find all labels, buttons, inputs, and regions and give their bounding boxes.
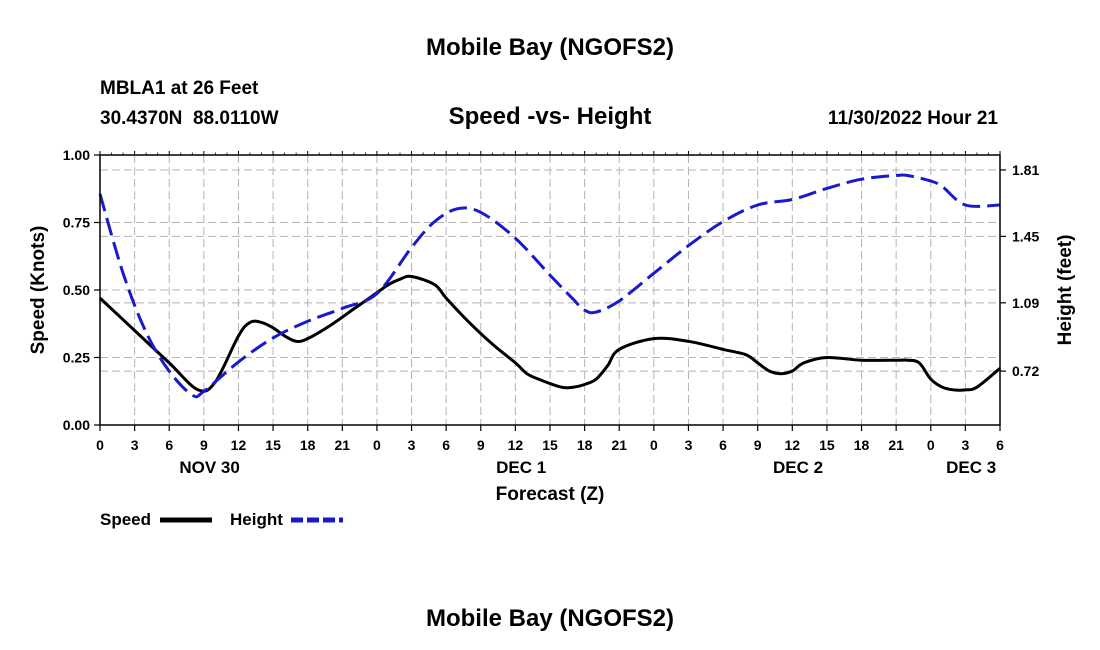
y2-tick-label: 1.45 (1012, 228, 1039, 244)
legend-height-label: Height (230, 510, 283, 529)
grid-lines (100, 155, 1000, 425)
x-tick-label: 18 (577, 437, 593, 453)
x-tick-label: 15 (819, 437, 835, 453)
legend: Speed Height (100, 510, 343, 529)
x-day-label: NOV 30 (179, 458, 239, 477)
x-day-label: DEC 1 (496, 458, 546, 477)
x-tick-label: 0 (96, 437, 104, 453)
y-tick-label: 0.00 (63, 417, 90, 433)
top-title: Mobile Bay (NGOFS2) (426, 34, 674, 61)
x-tick-label: 18 (854, 437, 870, 453)
x-tick-label: 12 (231, 437, 247, 453)
x-tick-label: 0 (373, 437, 381, 453)
bottom-title: Mobile Bay (NGOFS2) (426, 605, 674, 632)
speed-series-line (98, 274, 1001, 393)
x-tick-label: 21 (335, 437, 351, 453)
x-tick-label: 15 (265, 437, 281, 453)
x-tick-label: 9 (754, 437, 762, 453)
x-axis-title: Forecast (Z) (496, 484, 605, 505)
x-tick-label: 9 (200, 437, 208, 453)
series-lines (98, 173, 1001, 399)
x-tick-label: 0 (927, 437, 935, 453)
x-tick-label: 12 (785, 437, 801, 453)
y-tick-label: 1.00 (63, 147, 90, 163)
x-day-label: DEC 2 (773, 458, 823, 477)
y-tick-label: 0.75 (63, 215, 90, 231)
y-axis-title: Speed (Knots) (28, 226, 49, 355)
x-tick-label: 6 (165, 437, 173, 453)
y2-tick-label: 1.09 (1012, 295, 1039, 311)
x-tick-label: 12 (508, 437, 524, 453)
x-tick-label: 6 (442, 437, 450, 453)
axes: 0 3 6 9 12 15 18 21 0 3 6 9 12 15 18 21 0 3 6 9 12 15 18 21 0 3 6N… (63, 147, 1040, 477)
y2-tick-label: 0.72 (1012, 363, 1039, 379)
x-tick-label: 18 (300, 437, 316, 453)
x-tick-label: 15 (542, 437, 558, 453)
legend-speed-label: Speed (100, 510, 151, 529)
x-tick-label: 3 (131, 437, 139, 453)
y-tick-label: 0.50 (63, 282, 90, 298)
x-tick-label: 6 (719, 437, 727, 453)
station-coords: 30.4370N 88.0110W (100, 108, 279, 129)
x-tick-label: 9 (477, 437, 485, 453)
x-tick-label: 3 (685, 437, 693, 453)
y2-tick-label: 1.81 (1012, 162, 1039, 178)
chart-title: Speed -vs- Height (449, 103, 652, 130)
x-tick-label: 3 (961, 437, 969, 453)
x-tick-label: 3 (408, 437, 416, 453)
timestamp-label: 11/30/2022 Hour 21 (828, 108, 998, 129)
y-tick-label: 0.25 (63, 350, 90, 366)
x-tick-label: 21 (611, 437, 627, 453)
x-tick-label: 21 (888, 437, 904, 453)
height-series-line (98, 173, 1001, 399)
x-day-label: DEC 3 (946, 458, 996, 477)
x-tick-label: 0 (650, 437, 658, 453)
y2-axis-title: Height (feet) (1055, 235, 1076, 346)
x-tick-label: 6 (996, 437, 1004, 453)
station-label: MBLA1 at 26 Feet (100, 78, 259, 99)
